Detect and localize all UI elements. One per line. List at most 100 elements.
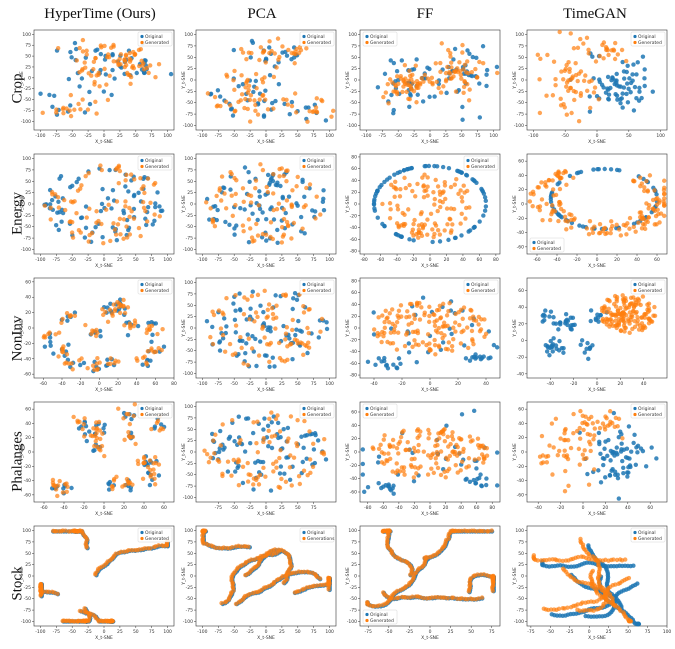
generated-point: [539, 433, 545, 439]
generated-point: [289, 236, 294, 241]
original-point: [262, 416, 267, 421]
generated-point: [140, 63, 145, 68]
generated-point: [269, 306, 275, 311]
generated-point: [229, 473, 234, 478]
legend-label-generated: Generated: [638, 412, 662, 418]
original-point: [621, 85, 627, 90]
generated-point: [107, 73, 112, 79]
original-point: [48, 343, 53, 348]
generated-point: [294, 184, 299, 189]
generated-point: [249, 346, 255, 351]
generated-point: [558, 206, 564, 212]
generated-point: [97, 360, 102, 365]
original-point: [626, 86, 631, 92]
generated-point: [544, 93, 549, 98]
original-point: [227, 222, 232, 228]
x-tick-label: -50: [385, 629, 392, 635]
y-tick-label: 25: [187, 66, 193, 72]
generated-point: [638, 175, 643, 180]
generated-point: [638, 210, 644, 215]
generated-point: [156, 543, 161, 548]
original-point: [483, 198, 489, 204]
generated-point: [383, 308, 388, 313]
point-cloud: [535, 29, 655, 124]
generated-point: [318, 329, 323, 334]
generated-point: [292, 61, 297, 66]
original-point: [632, 432, 637, 438]
x-tick-label: 0: [596, 133, 599, 139]
original-point: [635, 60, 640, 65]
generated-point: [219, 198, 224, 203]
original-point: [153, 204, 158, 210]
generated-point: [419, 305, 424, 310]
generated-point: [412, 456, 417, 462]
generated-point: [240, 50, 246, 55]
y-tick-label: -40: [517, 371, 524, 377]
generated-point: [274, 303, 279, 308]
generated-point: [469, 69, 475, 75]
x-axis-label: X_t-SNE: [257, 635, 275, 641]
generated-point: [462, 62, 467, 67]
generated-point: [70, 235, 76, 240]
generated-point: [442, 179, 447, 185]
original-point: [603, 90, 609, 95]
generated-point: [121, 217, 127, 222]
original-point: [614, 445, 619, 450]
original-point: [473, 352, 478, 357]
generated-point: [289, 203, 295, 208]
y-tick-label: -60: [517, 492, 524, 498]
generated-point: [380, 602, 385, 608]
generated-point: [634, 309, 639, 315]
original-point: [269, 445, 275, 451]
generated-point: [93, 99, 98, 104]
generated-point: [395, 330, 401, 335]
generated-point: [405, 82, 410, 88]
generated-point: [432, 196, 438, 202]
legend-box: [137, 527, 173, 543]
y-tick-label: -25: [24, 585, 31, 591]
generated-point: [288, 453, 293, 458]
original-point: [270, 355, 275, 360]
generated-point: [261, 465, 266, 471]
legend-label-generated: Generated: [638, 40, 662, 46]
original-point: [608, 458, 613, 463]
original-point: [637, 85, 642, 91]
original-point: [407, 237, 412, 242]
original-point: [628, 90, 633, 95]
y-tick-label: -75: [350, 608, 357, 614]
original-point: [467, 358, 473, 363]
generated-point: [572, 97, 577, 103]
x-tick-label: 100: [325, 381, 334, 387]
generated-point: [435, 442, 440, 448]
generated-point: [645, 302, 650, 307]
y-axis-label: Y_t-SNE: [19, 195, 25, 214]
generated-point: [629, 314, 635, 320]
generated-point: [153, 349, 159, 354]
original-point: [299, 434, 304, 439]
generated-point: [561, 77, 566, 82]
original-point: [382, 223, 387, 229]
original-point: [477, 115, 483, 120]
generated-point: [412, 217, 417, 223]
original-point: [275, 183, 280, 188]
generated-point: [53, 332, 58, 337]
legend-label-generated: Generations: [307, 536, 335, 542]
generated-point: [380, 201, 385, 207]
x-tick-label: -100: [197, 133, 207, 139]
generated-point: [57, 478, 62, 484]
original-point: [142, 175, 147, 180]
generated-point: [239, 46, 244, 52]
generated-point: [261, 439, 266, 445]
generated-point: [470, 337, 475, 342]
original-point: [264, 238, 269, 243]
original-point: [587, 94, 592, 99]
generated-point: [268, 220, 274, 225]
generated-point: [256, 353, 262, 358]
generated-point: [155, 418, 161, 424]
original-point: [231, 301, 236, 306]
original-point: [248, 306, 253, 311]
generated-point: [108, 356, 113, 361]
original-point: [215, 207, 220, 213]
original-point: [484, 72, 489, 77]
